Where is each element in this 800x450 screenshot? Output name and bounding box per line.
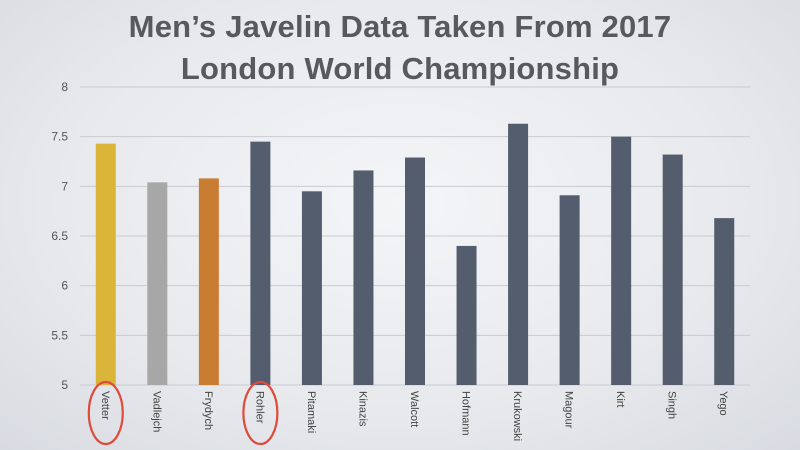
x-tick-label: Yego: [717, 391, 729, 416]
y-tick-label: 6.5: [51, 229, 68, 243]
bar: [714, 218, 735, 385]
bar: [559, 195, 580, 385]
x-tick-label: Vadlejch: [150, 391, 162, 432]
bar: [95, 143, 116, 385]
bar: [301, 191, 322, 385]
x-tick-label: Frydych: [202, 391, 214, 430]
x-tick-label: Hofmann: [460, 391, 472, 436]
y-tick-label: 6: [61, 279, 68, 293]
x-tick-label: Rohler: [253, 391, 265, 424]
bar: [508, 123, 529, 386]
bar: [147, 182, 168, 385]
x-tick-label: Kirt: [614, 391, 626, 408]
y-tick-label: 5: [61, 378, 68, 392]
bar: [611, 136, 632, 385]
x-tick-label: Kinazis: [356, 391, 368, 427]
bar: [198, 178, 219, 385]
bar: [405, 157, 425, 385]
highlight-circle: [242, 380, 279, 446]
x-tick-label: Magour: [563, 391, 575, 429]
x-tick-label: Krukowski: [511, 391, 523, 441]
bar: [353, 170, 374, 385]
chart-title-line-1: Men’s Javelin Data Taken From 2017: [128, 9, 672, 44]
bar: [250, 141, 271, 385]
x-tick-label: Vetter: [99, 391, 111, 420]
y-tick-label: 7: [61, 179, 68, 193]
y-tick-label: 5.5: [51, 328, 68, 342]
x-tick-label: Walcott: [408, 391, 420, 427]
bar: [456, 245, 477, 385]
x-tick-label: Singh: [666, 391, 678, 419]
highlight-circle: [87, 380, 124, 446]
y-tick-label: 8: [61, 80, 68, 94]
chart-title-line-2: London World Championship: [180, 51, 620, 86]
bar: [662, 154, 683, 385]
x-tick-label: Pitamaki: [305, 391, 317, 433]
y-tick-label: 7.5: [51, 130, 68, 144]
